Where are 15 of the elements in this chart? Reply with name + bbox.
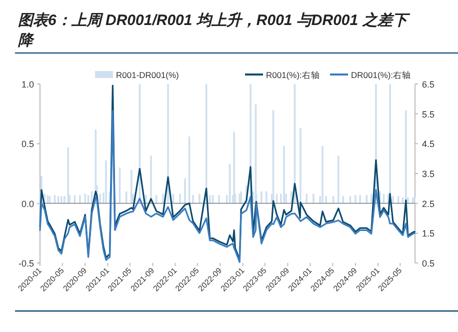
title: 图表6：上周 DR001/R001 均上升，R001 与DR001 之差下降	[18, 12, 408, 49]
y2-tick-label: 5.5	[422, 109, 435, 120]
y-tick-label: -0.5	[18, 258, 34, 268]
legend-label: R001(%):右轴	[266, 70, 320, 80]
y-tick-label: 1.0	[21, 80, 34, 90]
legend-label: DR001(%):右轴	[351, 70, 412, 80]
y-tick-label: 0.5	[21, 139, 34, 150]
y2-tick-label: 2.5	[422, 198, 435, 209]
y2-tick-label: 1.5	[422, 228, 435, 239]
y2-tick-label: 4.5	[422, 139, 435, 150]
y2-tick-label: 0.5	[422, 258, 435, 268]
legend-label: R001-DR001(%)	[116, 70, 179, 80]
y-tick-label: 0.0	[21, 198, 34, 209]
y2-tick-label: 3.5	[422, 169, 435, 179]
y2-tick-label: 6.5	[422, 80, 435, 90]
